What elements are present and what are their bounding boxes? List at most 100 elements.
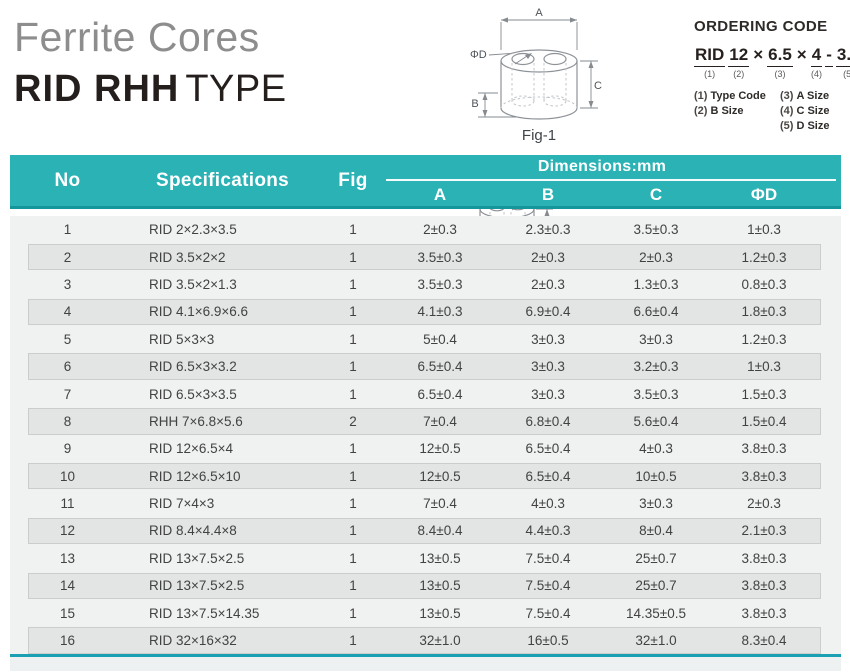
row-no: 1 xyxy=(63,222,72,238)
row-fig: 1 xyxy=(349,468,357,484)
row-dim-d: 1±0.3 xyxy=(747,222,781,238)
row-fig: 1 xyxy=(349,276,357,292)
row-dim-d: 1±0.3 xyxy=(747,359,781,375)
ordering-code-part-mark: (4) xyxy=(810,68,822,79)
dimension-column-headers: A B C ΦD xyxy=(386,185,836,205)
row-specification: RID 2×2.3×3.5 xyxy=(149,222,237,238)
row-fig: 2 xyxy=(349,413,357,429)
row-dim-b: 6.8±0.4 xyxy=(525,413,571,429)
row-dim-a: 3.5±0.3 xyxy=(417,276,463,292)
row-specification: RID 3.5×2×1.3 xyxy=(149,276,237,292)
table-row: 1 RID 2×2.3×3.5 1 2±0.3 2.3±0.3 3.5±0.3 … xyxy=(10,216,841,243)
row-dim-a: 3.5±0.3 xyxy=(417,249,463,265)
ordering-code-part: 6.5 (3) xyxy=(767,45,793,80)
ordering-code-part: 4 (4) xyxy=(810,45,823,80)
row-fig: 1 xyxy=(349,605,357,621)
row-dim-c: 32±1.0 xyxy=(635,633,677,649)
row-dim-c: 1.3±0.3 xyxy=(633,276,679,292)
fig1-caption: Fig-1 xyxy=(522,127,556,144)
row-dim-d: 2±0.3 xyxy=(747,496,781,512)
ordering-code-part-mark: (3) xyxy=(774,68,786,79)
row-no: 6 xyxy=(63,359,72,375)
row-dim-a: 4.1±0.3 xyxy=(417,304,463,320)
fig1-dim-c-label: C xyxy=(594,80,602,92)
ordering-code-part-text: 3.8 xyxy=(835,45,850,67)
ordering-legend: (1) Type Code (2) B Size (3) A Size (4) C Si… xyxy=(694,89,846,134)
row-no: 12 xyxy=(59,523,76,539)
fig1-dim-b-label: B xyxy=(471,98,478,110)
row-dim-d: 1.2±0.3 xyxy=(741,249,787,265)
row-dim-d: 8.3±0.4 xyxy=(741,633,787,649)
col-header-fig: Fig xyxy=(338,169,368,191)
row-dim-a: 6.5±0.4 xyxy=(417,386,463,402)
row-dim-a: 12±0.5 xyxy=(419,468,461,484)
ordering-code-title: ORDERING CODE xyxy=(694,18,828,35)
row-dim-a: 5±0.4 xyxy=(423,331,457,347)
table-row: 7 RID 6.5×3×3.5 1 6.5±0.4 3±0.3 3.5±0.3 … xyxy=(10,380,841,407)
row-dim-c: 3.5±0.3 xyxy=(633,222,679,238)
page-title: Ferrite Cores xyxy=(14,14,260,60)
row-dim-c: 2±0.3 xyxy=(639,249,673,265)
ordering-code-part: RID (1) xyxy=(694,45,726,80)
row-dim-b: 3±0.3 xyxy=(531,359,565,375)
col-header-phid: ΦD xyxy=(750,184,778,204)
ordering-legend-col2: (3) A Size (4) C Size (5) D Size xyxy=(780,89,829,134)
row-dim-a: 13±0.5 xyxy=(419,605,461,621)
row-dim-c: 14.35±0.5 xyxy=(626,605,686,621)
row-dim-c: 3.5±0.3 xyxy=(633,386,679,402)
table-body: 1 RID 2×2.3×3.5 1 2±0.3 2.3±0.3 3.5±0.3 … xyxy=(10,216,841,655)
ordering-legend-item: (5) D Size xyxy=(780,119,829,134)
ordering-code-part-mark: (2) xyxy=(733,68,745,79)
row-dim-a: 8.4±0.4 xyxy=(417,523,463,539)
row-specification: RHH 7×6.8×5.6 xyxy=(149,413,243,429)
ordering-legend-item: (4) C Size xyxy=(780,104,829,119)
table-row: 2 RID 3.5×2×2 1 3.5±0.3 2±0.3 2±0.3 1.2±… xyxy=(10,243,841,271)
row-dim-c: 25±0.7 xyxy=(635,578,677,594)
legend-item-label: A Size xyxy=(796,89,830,102)
ordering-code-part-text: 12 xyxy=(728,45,750,67)
row-specification: RID 12×6.5×10 xyxy=(149,468,241,484)
row-no: 14 xyxy=(59,578,76,594)
col-header-a: A xyxy=(433,184,447,204)
row-dim-a: 12±0.5 xyxy=(419,441,461,457)
row-no: 3 xyxy=(63,276,72,292)
row-dim-a: 13±0.5 xyxy=(419,578,461,594)
table-row: 4 RID 4.1×6.9×6.6 1 4.1±0.3 6.9±0.4 6.6±… xyxy=(10,298,841,326)
ordering-code-part-mark: (1) xyxy=(704,68,716,79)
row-dim-c: 25±0.7 xyxy=(635,550,677,566)
row-fig: 1 xyxy=(349,523,357,539)
row-specification: RID 12×6.5×4 xyxy=(149,441,234,457)
row-dim-a: 7±0.4 xyxy=(423,413,457,429)
row-fig: 1 xyxy=(349,304,357,320)
row-dim-b: 4±0.3 xyxy=(531,496,565,512)
row-dim-c: 8±0.4 xyxy=(639,523,673,539)
row-no: 15 xyxy=(59,605,76,621)
row-dim-b: 7.5±0.4 xyxy=(525,550,571,566)
fig1-dim-d-label: ΦD xyxy=(470,49,487,61)
row-fig: 1 xyxy=(349,550,357,566)
row-no: 7 xyxy=(63,386,72,402)
row-dim-d: 1.8±0.3 xyxy=(741,304,787,320)
row-dim-a: 6.5±0.4 xyxy=(417,359,463,375)
row-dim-b: 3±0.3 xyxy=(531,386,565,402)
row-no: 16 xyxy=(59,633,76,649)
row-no: 10 xyxy=(59,468,76,484)
row-dim-a: 32±1.0 xyxy=(419,633,461,649)
col-header-specifications: Specifications xyxy=(155,169,290,191)
table-row: 9 RID 12×6.5×4 1 12±0.5 6.5±0.4 4±0.3 3.… xyxy=(10,435,841,462)
ordering-code-part-text: RID xyxy=(694,45,726,67)
ordering-code-part: × xyxy=(752,45,764,79)
core-figures: A ΦD C B Fig-1 xyxy=(468,4,698,295)
row-dim-c: 4±0.3 xyxy=(639,441,673,457)
row-dim-d: 1.2±0.3 xyxy=(741,331,787,347)
ordering-code-part: 3.8 (5) xyxy=(835,45,850,80)
dimensions-header-group: Dimensions:mm A B C ΦD xyxy=(386,157,841,205)
row-dim-c: 10±0.5 xyxy=(635,468,677,484)
row-dim-b: 4.4±0.3 xyxy=(525,523,571,539)
ordering-legend-item: (3) A Size xyxy=(780,89,829,104)
row-dim-a: 13±0.5 xyxy=(419,550,461,566)
row-dim-d: 3.8±0.3 xyxy=(741,441,787,457)
row-fig: 1 xyxy=(349,496,357,512)
row-dim-b: 6.5±0.4 xyxy=(525,441,571,457)
